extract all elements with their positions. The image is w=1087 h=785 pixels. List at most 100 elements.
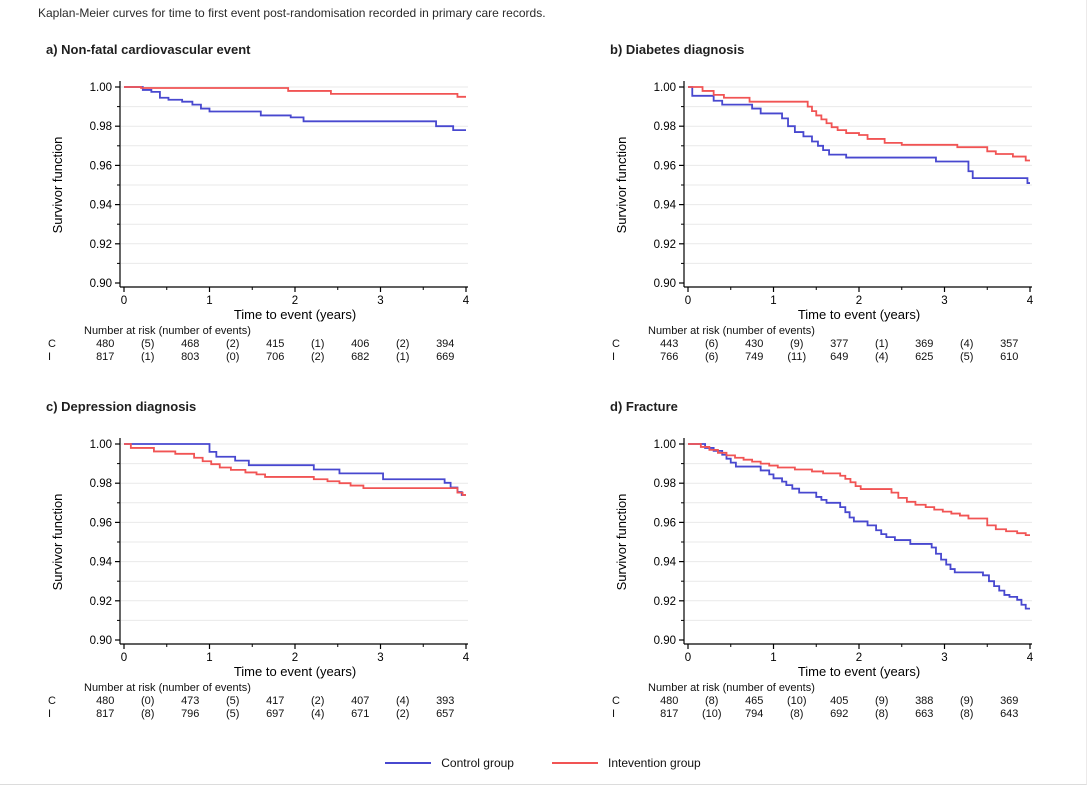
y-tick-label: 0.96: [654, 517, 676, 529]
risk-cell: 663: [915, 707, 934, 720]
axes: 0.90 0.92 0.94 0.96 0.98 1.00 0 1 2 3 4: [90, 81, 470, 307]
axes: 0.90 0.92 0.94 0.96 0.98 1.00 0 1 2 3 4: [654, 438, 1034, 664]
y-tick-label: 0.92: [90, 239, 112, 251]
gridlines: [121, 86, 468, 264]
risk-cell: 465: [745, 695, 764, 707]
risk-row: C 480 (5) 468 (2) 415 (1) 406 (2) 394: [28, 338, 518, 351]
risk-cell: (8): [141, 707, 155, 720]
series-intevention-group: [688, 443, 1030, 537]
y-axis-label: Survivor function: [50, 137, 65, 234]
risk-cell: (11): [787, 350, 807, 363]
legend: Control group Intevention group: [0, 756, 1086, 770]
risk-row: I 817 (1) 803 (0) 706 (2) 682 (1) 669: [28, 351, 518, 364]
risk-table-rows: C 443 (6) 430 (9) 377 (1) 369 (4) 357 I 766 (6) 749 (1…: [592, 338, 1082, 363]
risk-row: C 480 (0) 473 (5) 417 (2) 407 (4) 393: [28, 695, 518, 708]
x-axis-label: Time to event (years): [234, 664, 356, 679]
risk-row-label: I: [48, 707, 52, 720]
legend-label-intervention: Intevention group: [607, 756, 701, 770]
series-curves: [688, 443, 1030, 610]
y-axis-label: Survivor function: [50, 494, 65, 591]
risk-row: I 817 (8) 796 (5) 697 (4) 671 (2) 657: [28, 708, 518, 721]
y-tick-label: 0.96: [654, 160, 676, 172]
x-tick-label: 4: [1027, 652, 1034, 664]
risk-cell: 817: [660, 707, 679, 720]
risk-cell: (5): [226, 695, 240, 707]
risk-cell: (2): [396, 338, 410, 350]
risk-cell: 794: [745, 707, 764, 720]
figure-caption: Kaplan-Meier curves for time to first ev…: [38, 6, 546, 20]
y-tick-label: 0.92: [654, 596, 676, 608]
x-tick-label: 3: [941, 652, 947, 664]
km-chart-a: 0.90 0.92 0.94 0.96 0.98 1.00 0 1 2 3 4 Survivor fu…: [50, 81, 470, 322]
risk-row: I 817 (10) 794 (8) 692 (8) 663 (8) 643: [592, 708, 1082, 721]
y-tick-label: 0.96: [90, 160, 112, 172]
panel-title: b) Diabetes diagnosis: [610, 42, 745, 57]
x-axis-label: Time to event (years): [234, 307, 356, 322]
y-tick-label: 0.90: [90, 278, 112, 290]
x-tick-label: 2: [292, 652, 298, 664]
legend-label-control: Control group: [441, 756, 514, 770]
risk-cell: 610: [1000, 350, 1019, 363]
panel-nonfatal-cv-event: a) Non-fatal cardiovascular event 0.90 0.…: [28, 36, 518, 363]
risk-cell: (4): [875, 350, 889, 363]
risk-cell: 766: [660, 350, 679, 363]
risk-cell: 468: [181, 338, 200, 350]
risk-cell: (8): [705, 695, 719, 707]
risk-cell: (6): [705, 350, 719, 363]
risk-cell: (9): [960, 695, 974, 707]
x-tick-label: 0: [121, 295, 127, 307]
risk-cell: 669: [436, 350, 455, 363]
risk-table-header: Number at risk (number of events): [648, 682, 815, 694]
x-tick-label: 2: [856, 295, 862, 307]
x-tick-label: 1: [206, 652, 212, 664]
y-tick-label: 0.94: [654, 200, 677, 212]
y-tick-label: 0.96: [90, 517, 112, 529]
risk-cell: 796: [181, 707, 200, 720]
risk-cell: 817: [96, 350, 115, 363]
risk-cell: 692: [830, 707, 849, 720]
risk-cell: (2): [311, 695, 325, 707]
risk-cell: 480: [96, 338, 115, 350]
risk-table-rows: C 480 (0) 473 (5) 417 (2) 407 (4) 393 I 817 (8) 796 (5…: [28, 695, 518, 720]
risk-cell: (6): [705, 338, 719, 350]
y-tick-label: 0.98: [90, 478, 112, 490]
risk-cell: 697: [266, 707, 285, 720]
risk-table: Number at risk (number of events) C 443 (6…: [592, 325, 1082, 363]
risk-cell: (4): [960, 338, 974, 350]
panel-diabetes-diagnosis: b) Diabetes diagnosis 0.90 0.92 0.94 0.96 0.…: [592, 36, 1082, 363]
risk-row-label: C: [612, 695, 620, 707]
panel-title: c) Depression diagnosis: [46, 399, 197, 414]
risk-cell: (8): [790, 707, 804, 720]
risk-cell: 405: [830, 695, 849, 707]
x-tick-label: 0: [121, 652, 127, 664]
legend-item-intervention: Intevention group: [551, 756, 701, 770]
risk-cell: 377: [830, 338, 849, 350]
x-tick-label: 4: [463, 652, 470, 664]
x-tick-label: 0: [685, 295, 691, 307]
risk-cell: (5): [141, 338, 155, 350]
risk-cell: 406: [351, 338, 370, 350]
panel-depression-diagnosis: c) Depression diagnosis 0.90 0.92 0.94 0.96…: [28, 393, 518, 720]
y-tick-label: 0.92: [90, 596, 112, 608]
control-line-swatch: [385, 762, 432, 764]
x-tick-label: 4: [463, 295, 470, 307]
gridlines: [121, 443, 468, 621]
risk-cell: 480: [660, 695, 679, 707]
gridlines: [685, 86, 1032, 264]
series-control-group: [124, 86, 466, 132]
risk-cell: 682: [351, 350, 370, 363]
risk-table-header: Number at risk (number of events): [648, 325, 815, 337]
y-tick-label: 1.00: [654, 439, 676, 451]
y-tick-label: 0.90: [654, 635, 676, 647]
km-chart-c: 0.90 0.92 0.94 0.96 0.98 1.00 0 1 2 3 4 Survivor fu…: [50, 438, 470, 679]
y-tick-label: 0.94: [90, 557, 113, 569]
risk-cell: 394: [436, 338, 455, 350]
risk-table: Number at risk (number of events) C 480 (5…: [28, 325, 518, 363]
risk-row-label: I: [48, 350, 52, 363]
risk-row-label: C: [48, 338, 56, 350]
risk-table-header: Number at risk (number of events): [84, 682, 251, 694]
risk-cell: 671: [351, 707, 370, 720]
risk-table-header: Number at risk (number of events): [84, 325, 251, 337]
x-tick-label: 1: [770, 652, 776, 664]
km-chart-d: 0.90 0.92 0.94 0.96 0.98 1.00 0 1 2 3 4 Survivor fu…: [614, 438, 1034, 679]
